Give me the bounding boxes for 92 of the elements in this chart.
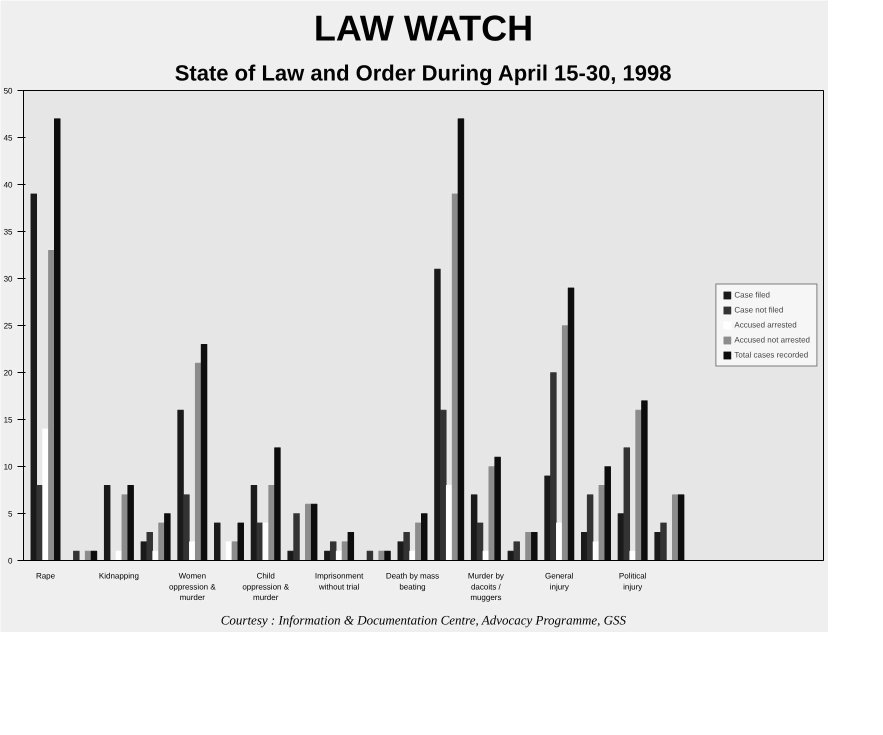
bar	[421, 513, 428, 560]
bar	[274, 447, 281, 560]
text: Courtesy : Information & Documentation Centre, Advocacy Programme, GSS	[220, 612, 627, 628]
bar	[415, 522, 422, 560]
bar	[660, 522, 667, 560]
y-tick-label: 15	[4, 416, 14, 424]
bar	[262, 522, 269, 560]
bar	[226, 541, 232, 560]
y-tick-label: 0	[8, 556, 14, 566]
bar	[604, 466, 611, 560]
bar	[525, 532, 532, 560]
y-tick-label: 5	[8, 510, 14, 518]
bar	[348, 532, 354, 560]
bar	[672, 494, 678, 560]
y-tick-label: 45	[4, 134, 14, 142]
bar	[641, 400, 648, 560]
x-tick-label: Child oppression & murder	[242, 572, 290, 602]
y-tick-label: 25	[4, 322, 14, 330]
bar	[90, 550, 98, 560]
bar	[256, 522, 264, 560]
bar	[476, 522, 484, 560]
bar	[568, 288, 574, 560]
bar	[305, 504, 312, 560]
bar	[330, 541, 336, 560]
bar	[250, 485, 258, 560]
legend-label: Case not filed	[734, 306, 784, 314]
bar	[104, 485, 110, 560]
bar	[238, 522, 244, 560]
x-tick-label: Rape	[36, 572, 56, 580]
x-tick-label: Kidnapping	[98, 572, 139, 580]
x-tick-label: Women oppression & murder	[168, 572, 216, 602]
bar	[581, 532, 588, 560]
bar	[189, 541, 196, 560]
bar	[158, 522, 165, 560]
bar	[183, 494, 190, 560]
bar	[556, 522, 563, 560]
bar	[177, 410, 184, 560]
bar	[531, 532, 538, 560]
bar	[214, 522, 220, 560]
y-tick-label: 20	[4, 368, 14, 378]
bar	[30, 194, 38, 560]
bar	[624, 447, 630, 560]
bar	[592, 541, 600, 560]
bar	[140, 541, 148, 560]
bar	[678, 494, 684, 560]
x-tick-label: Political injury	[618, 572, 647, 592]
bar	[562, 325, 568, 560]
y-tick-label: 50	[4, 86, 14, 96]
bar	[446, 485, 452, 560]
y-tick-label: 40	[4, 180, 14, 190]
bar	[200, 344, 208, 560]
x-tick-label: Death by mass beating	[386, 572, 440, 592]
x-tick-label: Imprisonment without trial	[314, 572, 364, 592]
bar	[122, 494, 128, 560]
bar	[586, 494, 594, 560]
bar	[36, 485, 43, 560]
bar	[127, 485, 134, 560]
bar	[458, 118, 464, 560]
bar	[366, 550, 374, 560]
legend-label: Total cases recorded	[734, 350, 808, 360]
y-tick-label: 10	[4, 462, 14, 472]
bar	[403, 532, 410, 560]
bar	[342, 541, 348, 560]
bar	[398, 541, 404, 560]
bar	[232, 541, 238, 560]
x-tick-label: Murder by dacoits / muggers	[468, 572, 504, 602]
bar	[310, 504, 318, 560]
bar	[494, 456, 501, 560]
bar	[54, 118, 60, 560]
bar	[434, 268, 441, 560]
bar	[618, 513, 624, 560]
bar	[513, 541, 520, 560]
chart-subtitle: State of Law and Order During April 15-30, 1998	[174, 60, 672, 86]
bar	[194, 362, 202, 560]
chart-title: LAW WATCH	[314, 8, 534, 48]
bar	[440, 410, 447, 560]
bar	[48, 250, 55, 560]
bar	[470, 494, 478, 560]
bar	[598, 485, 606, 560]
bar	[488, 466, 495, 560]
legend-label: Case filed	[734, 290, 770, 300]
legend-label: Accused arrested	[734, 320, 797, 330]
bar	[550, 372, 557, 560]
legend-label: Accused not arrested	[734, 336, 810, 344]
y-tick-label: 30	[4, 274, 14, 284]
bar	[293, 513, 300, 560]
bar	[73, 550, 80, 560]
bar	[146, 532, 153, 560]
bar	[384, 550, 391, 560]
bar	[164, 513, 171, 560]
y-tick-label: 35	[4, 228, 14, 236]
x-tick-label: General injury	[545, 572, 574, 592]
